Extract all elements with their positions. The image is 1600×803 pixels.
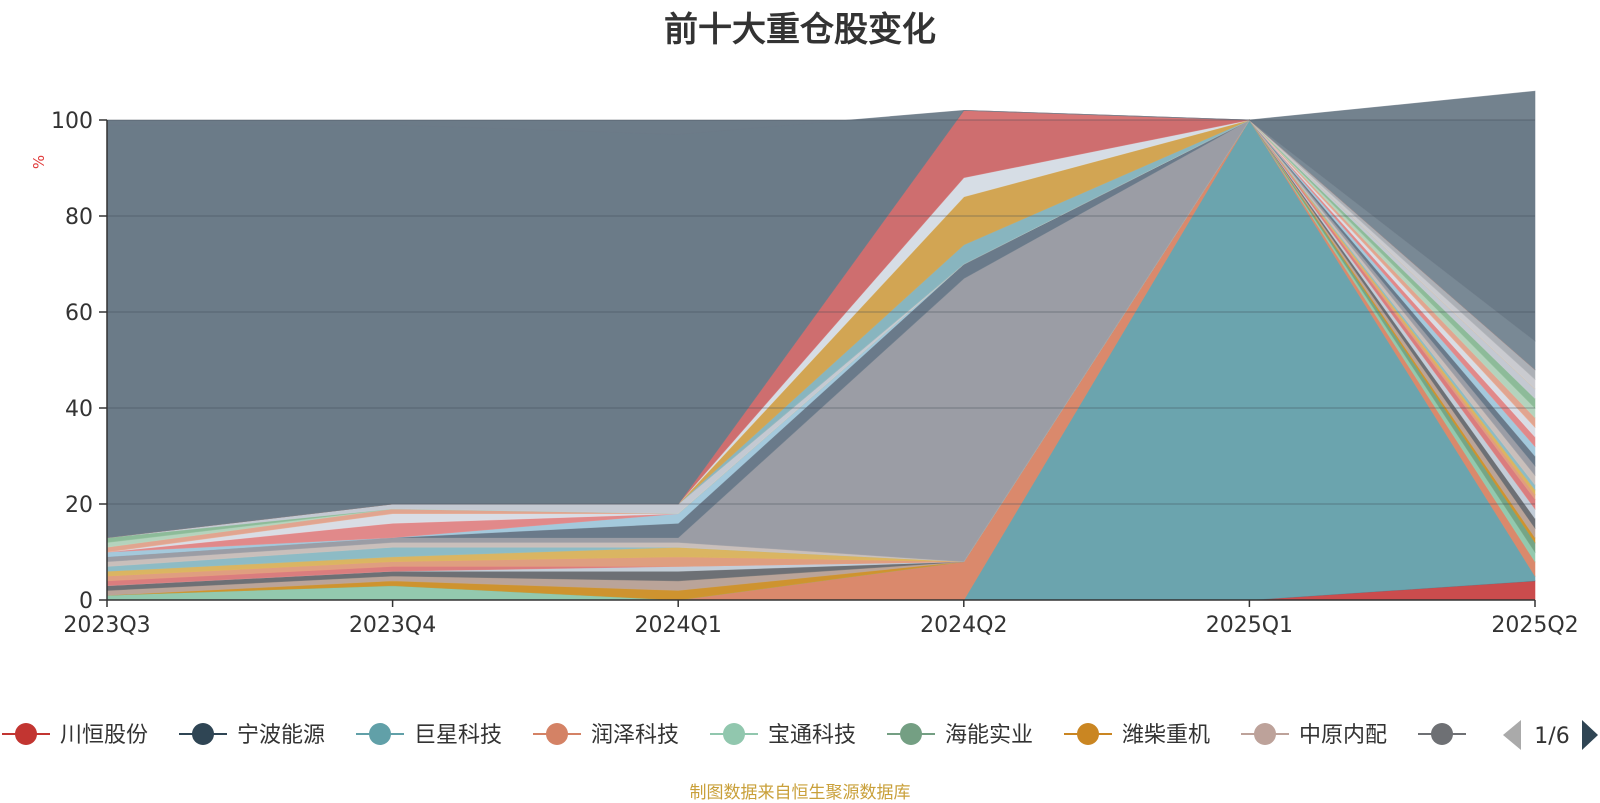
legend-marker <box>369 723 391 745</box>
gridlines <box>107 119 1535 505</box>
y-tick-label: 80 <box>65 205 93 230</box>
legend-label: 润泽科技 <box>591 723 679 748</box>
legend-label: 宁波能源 <box>237 723 325 748</box>
legend-label: 海能实业 <box>945 723 1033 748</box>
legend-item[interactable]: 川恒股份 <box>2 723 148 748</box>
legend-item[interactable]: 宝通科技 <box>710 723 856 748</box>
y-tick-label: 20 <box>65 493 93 518</box>
y-tick-label: 60 <box>65 301 93 326</box>
legend-item[interactable]: 海能实业 <box>887 723 1033 748</box>
x-tick-label: 2023Q3 <box>63 613 150 638</box>
legend-marker <box>723 723 745 745</box>
y-tick-label: 40 <box>65 397 93 422</box>
legend-label: 宝通科技 <box>768 723 856 748</box>
y-tick-label: 100 <box>51 109 93 134</box>
legend-label: 潍柴重机 <box>1122 723 1210 748</box>
axes: 0 20 40 60 80 100% 2023Q3 2023Q4 2024Q1 2024Q2 202… <box>30 109 1579 638</box>
x-tick-label: 2024Q2 <box>920 613 1007 638</box>
y-axis-label: % <box>30 155 48 169</box>
legend-marker <box>15 723 37 745</box>
series-area-33 <box>106 90 1536 539</box>
legend-next-icon[interactable] <box>1582 720 1598 750</box>
legend-prev-icon[interactable] <box>1503 720 1521 750</box>
legend-marker <box>900 723 922 745</box>
x-tick-label: 2025Q1 <box>1206 613 1293 638</box>
x-tick-label: 2023Q4 <box>349 613 436 638</box>
legend-marker <box>546 723 568 745</box>
legend-marker <box>192 723 214 745</box>
legend-item[interactable] <box>1418 723 1466 745</box>
legend-item[interactable]: 宁波能源 <box>179 723 325 748</box>
legend-marker <box>1254 723 1276 745</box>
legend[interactable]: 川恒股份 宁波能源 巨星科技 润泽科技 宝通科技 海能实业 潍柴重机 中原内配 1/6 <box>2 720 1598 750</box>
legend-marker <box>1431 723 1453 745</box>
legend-item[interactable]: 巨星科技 <box>356 723 502 748</box>
x-tick-label: 2025Q2 <box>1491 613 1578 638</box>
legend-item[interactable]: 润泽科技 <box>533 723 679 748</box>
y-tick-label: 0 <box>79 589 93 614</box>
source-note: 制图数据来自恒生聚源数据库 <box>689 783 911 803</box>
legend-label: 中原内配 <box>1299 723 1387 748</box>
legend-item[interactable]: 潍柴重机 <box>1064 723 1210 748</box>
legend-label: 巨星科技 <box>414 723 502 748</box>
legend-marker <box>1077 723 1099 745</box>
legend-page-indicator: 1/6 <box>1534 724 1569 749</box>
x-tick-label: 2024Q1 <box>635 613 722 638</box>
chart-title: 前十大重仓股变化 <box>664 10 936 50</box>
area-series-group <box>106 90 1536 601</box>
legend-item[interactable]: 中原内配 <box>1241 723 1387 748</box>
legend-label: 川恒股份 <box>60 723 148 748</box>
